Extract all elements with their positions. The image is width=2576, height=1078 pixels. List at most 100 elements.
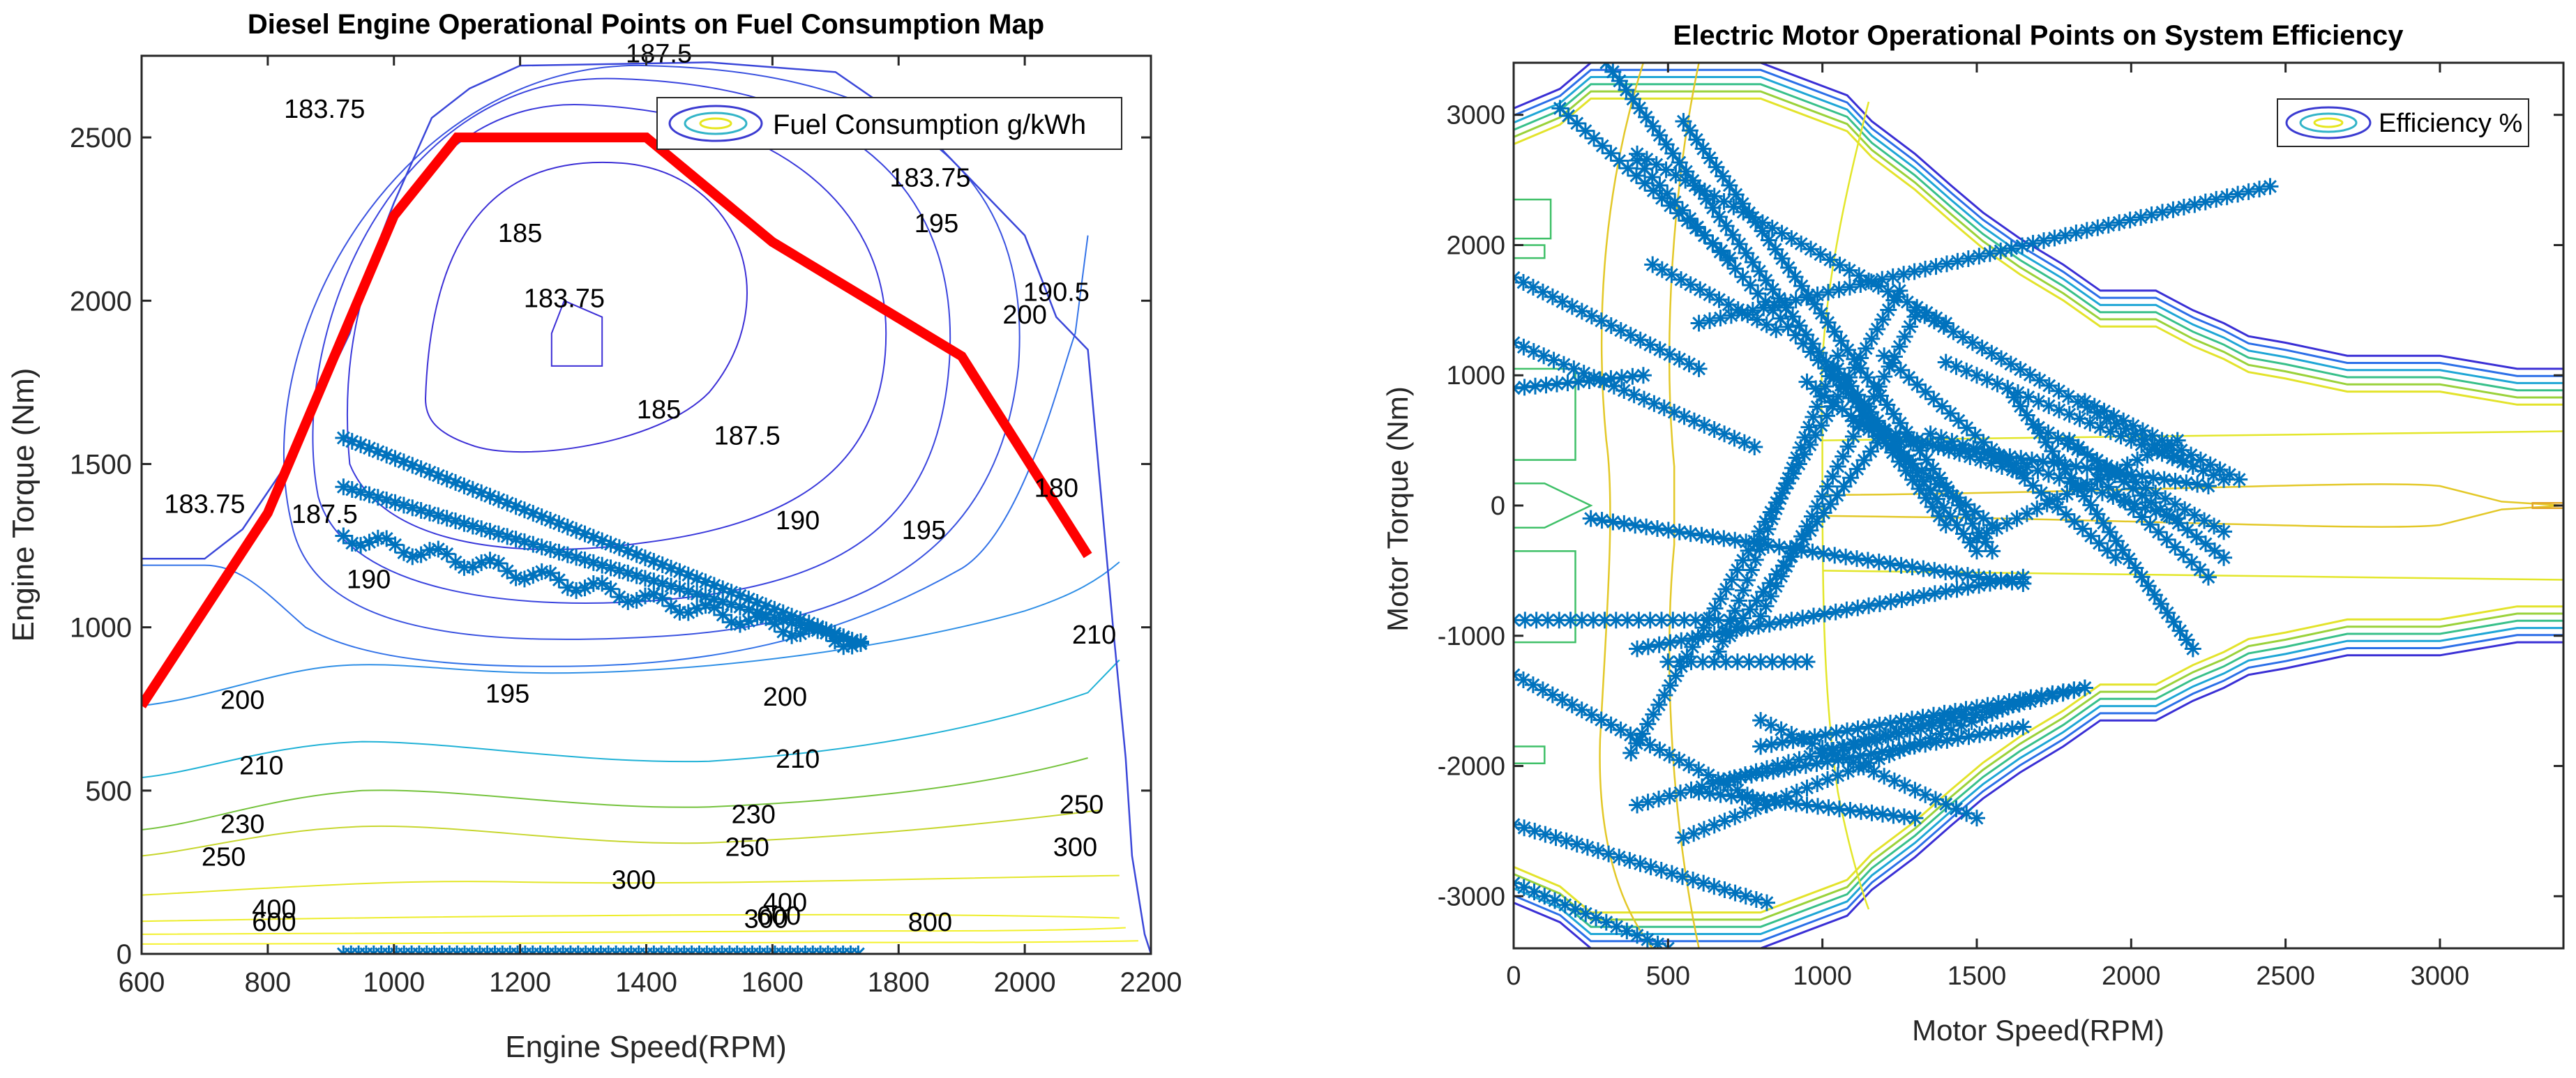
engine-operating-point xyxy=(576,579,594,597)
motor-chart-title: Electric Motor Operational Points on Sys… xyxy=(1673,20,2404,51)
motor-operating-point xyxy=(1788,449,1805,466)
motor-operating-point xyxy=(2081,414,2099,432)
motor-operating-point xyxy=(1758,894,1775,911)
motor-operating-point xyxy=(1938,478,1955,496)
engine-operating-point xyxy=(473,484,490,501)
motor-operating-point xyxy=(2192,451,2209,469)
motor-operating-point xyxy=(1588,909,1605,927)
motor-operating-point xyxy=(1971,248,1988,265)
motor-operating-point xyxy=(1514,671,1532,688)
motor-operating-point xyxy=(1959,567,1976,584)
motor-operating-point xyxy=(2114,541,2132,559)
engine-fuel-contour-line xyxy=(142,913,1120,923)
motor-operating-point xyxy=(1851,267,1868,284)
engine-contour-label: 600 xyxy=(757,902,801,931)
motor-y-ticks: -3000 -2000 -1000 0 1000 2000 3000 xyxy=(1438,101,2563,911)
engine-y-tick-label: 2500 xyxy=(70,123,132,153)
motor-operating-point xyxy=(1787,291,1805,309)
motor-operating-point xyxy=(1922,425,1939,443)
motor-operating-point xyxy=(1885,405,1902,423)
motor-operating-point xyxy=(2001,448,2019,465)
motor-operating-point xyxy=(1904,711,1921,728)
motor-operating-point xyxy=(1880,301,1897,319)
motor-operating-point xyxy=(2163,436,2180,454)
motor-operating-point xyxy=(1613,369,1630,386)
motor-operating-point xyxy=(2194,462,2212,480)
motor-operating-point xyxy=(1848,550,1866,568)
motor-operating-point xyxy=(2014,464,2032,482)
motor-operating-point xyxy=(1649,935,1666,948)
motor-operating-point xyxy=(1661,746,1678,764)
motor-operating-point xyxy=(2240,183,2257,200)
motor-operating-point xyxy=(1865,388,1883,405)
motor-operating-point xyxy=(1815,545,1832,562)
motor-operating-point xyxy=(2112,427,2130,445)
engine-contour-labels: 187.5 183.75 185 185 187.5 187.5 190 190 195 195 1… xyxy=(164,39,1116,937)
motor-operating-point xyxy=(2031,425,2049,442)
motor-operating-point xyxy=(2067,457,2085,475)
motor-operating-point xyxy=(2184,457,2201,475)
engine-max-torque-curve xyxy=(142,132,1092,708)
motor-operating-point xyxy=(1899,720,1916,738)
motor-operating-point xyxy=(1659,653,1677,671)
motor-operating-point xyxy=(1661,346,1678,363)
motor-operating-point xyxy=(2134,467,2151,485)
motor-operating-point xyxy=(1891,432,1908,449)
motor-operating-point xyxy=(2183,554,2201,571)
motor-operating-point xyxy=(1993,722,2010,740)
motor-legend-label: Efficiency % xyxy=(2379,109,2522,138)
engine-operating-point xyxy=(378,491,396,508)
motor-operating-point xyxy=(2117,420,2134,437)
engine-operating-point xyxy=(473,520,490,538)
engine-operating-point xyxy=(766,615,783,632)
motor-operating-point xyxy=(2056,456,2074,473)
engine-operating-point xyxy=(481,522,499,540)
motor-operating-point xyxy=(1628,735,1645,752)
motor-operating-point xyxy=(1906,782,1924,799)
motor-operating-point xyxy=(2074,520,2091,538)
engine-operating-point xyxy=(628,546,645,563)
motor-operating-point xyxy=(1786,268,1804,285)
motor-operating-point xyxy=(1726,884,1744,902)
motor-operating-point xyxy=(1682,276,1699,294)
motor-operating-point xyxy=(1844,412,1862,430)
motor-operating-point xyxy=(2082,496,2100,514)
motor-operating-point xyxy=(1639,638,1657,655)
motor-operating-point xyxy=(1524,676,1542,694)
motor-operating-point xyxy=(2019,388,2037,406)
motor-operating-point xyxy=(1583,706,1600,724)
engine-operating-point xyxy=(723,595,740,613)
motor-operating-point xyxy=(1897,462,1915,480)
engine-x-axis-label: Engine Speed(RPM) xyxy=(505,1030,787,1064)
motor-operating-point xyxy=(1723,787,1740,805)
engine-contour-label: 183.75 xyxy=(284,95,365,124)
motor-operating-point xyxy=(2208,190,2225,208)
motor-operating-point xyxy=(1717,623,1734,641)
motor-operating-point xyxy=(1793,730,1811,747)
engine-contour-label: 400 xyxy=(763,888,807,918)
engine-contour-label: 250 xyxy=(725,833,769,862)
motor-operating-point xyxy=(1896,328,1913,345)
motor-operating-point xyxy=(1563,696,1581,713)
motor-operating-point xyxy=(2133,487,2151,504)
motor-operating-point xyxy=(1597,913,1615,931)
motor-operating-point xyxy=(2199,477,2217,494)
motor-operating-point xyxy=(1544,686,1561,704)
motor-x-axis-label: Motor Speed(RPM) xyxy=(1912,1014,2164,1047)
motor-operating-point xyxy=(1694,140,1712,158)
motor-efficiency-envelope-bottom xyxy=(1514,619,2563,928)
engine-operating-point xyxy=(671,580,688,598)
motor-efficiency-envelope-bottom xyxy=(1514,627,2563,935)
motor-operating-point xyxy=(1711,208,1728,226)
motor-operating-point xyxy=(2186,506,2204,524)
engine-operating-point xyxy=(705,591,723,608)
motor-operating-point xyxy=(1826,547,1844,564)
motor-operating-point xyxy=(1612,721,1629,738)
motor-operating-point xyxy=(2211,461,2229,478)
motor-operating-point xyxy=(1821,251,1839,268)
motor-operating-point xyxy=(1741,601,1758,618)
engine-operating-point xyxy=(464,480,481,498)
motor-operating-point xyxy=(1585,612,1602,629)
engine-operating-point xyxy=(774,612,792,629)
motor-operating-point xyxy=(2050,382,2067,400)
